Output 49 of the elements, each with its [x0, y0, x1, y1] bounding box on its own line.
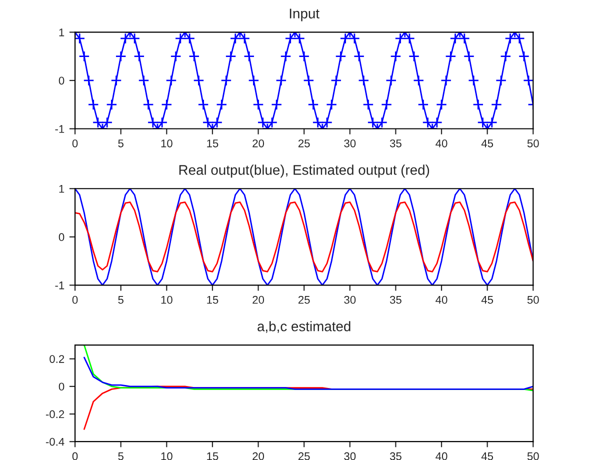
y-tick-label: 1: [59, 28, 64, 36]
chart-title: a,b,c estimated: [258, 321, 350, 333]
x-tick-label: 50: [527, 296, 539, 304]
y-tick-label: -0.4: [46, 438, 64, 446]
y-tick-label: 1: [59, 185, 64, 193]
x-tick-label: 20: [252, 296, 264, 304]
x-tick-label: 30: [344, 139, 356, 148]
x-tick-label: 45: [481, 296, 494, 304]
x-tick-label: 0: [72, 296, 78, 304]
x-tick-label: 5: [118, 140, 124, 148]
x-tick-label: 35: [390, 452, 402, 460]
x-tick-label: 35: [390, 296, 402, 304]
x-tick-label: 5: [118, 452, 124, 460]
x-tick-label: 15: [207, 452, 218, 460]
x-tick-label: 30: [344, 452, 356, 460]
x-tick-label: 10: [161, 139, 172, 148]
y-tick-label: 0: [58, 233, 64, 242]
x-tick-label: 0: [72, 139, 78, 148]
y-tick-label: 0.2: [50, 355, 64, 363]
x-tick-label: 25: [298, 452, 310, 460]
x-tick-label: 0: [72, 452, 78, 460]
x-tick-label: 35: [390, 139, 402, 148]
x-tick-label: 15: [207, 140, 218, 148]
x-tick-label: 50: [527, 139, 539, 148]
x-tick-label: 25: [298, 139, 310, 148]
y-tick-label: 0: [58, 382, 64, 391]
x-tick-label: 10: [161, 296, 172, 304]
x-tick-label: 20: [252, 452, 264, 460]
x-tick-label: 50: [527, 452, 539, 460]
x-tick-label: 20: [252, 139, 264, 148]
x-tick-label: 25: [298, 296, 310, 304]
x-tick-label: 15: [207, 296, 218, 304]
y-tick-label: -1: [55, 125, 64, 133]
chart-title: Input: [290, 8, 320, 22]
x-tick-label: 40: [436, 139, 448, 148]
chart-title: Real output(blue), Estimated output (red): [179, 164, 430, 178]
y-tick-label: -1: [55, 282, 64, 290]
line-series: [75, 201, 534, 272]
x-tick-label: 40: [436, 296, 448, 304]
x-tick-label: 5: [118, 296, 124, 304]
x-tick-label: 10: [161, 452, 172, 460]
line-series: [83, 356, 534, 390]
x-tick-label: 40: [436, 452, 448, 460]
y-tick-label: 0: [58, 76, 64, 85]
y-tick-label: -0.2: [46, 410, 64, 418]
line-series: [75, 188, 534, 286]
x-tick-label: 45: [481, 140, 494, 148]
x-tick-label: 30: [344, 296, 356, 304]
x-tick-label: 45: [481, 452, 494, 460]
